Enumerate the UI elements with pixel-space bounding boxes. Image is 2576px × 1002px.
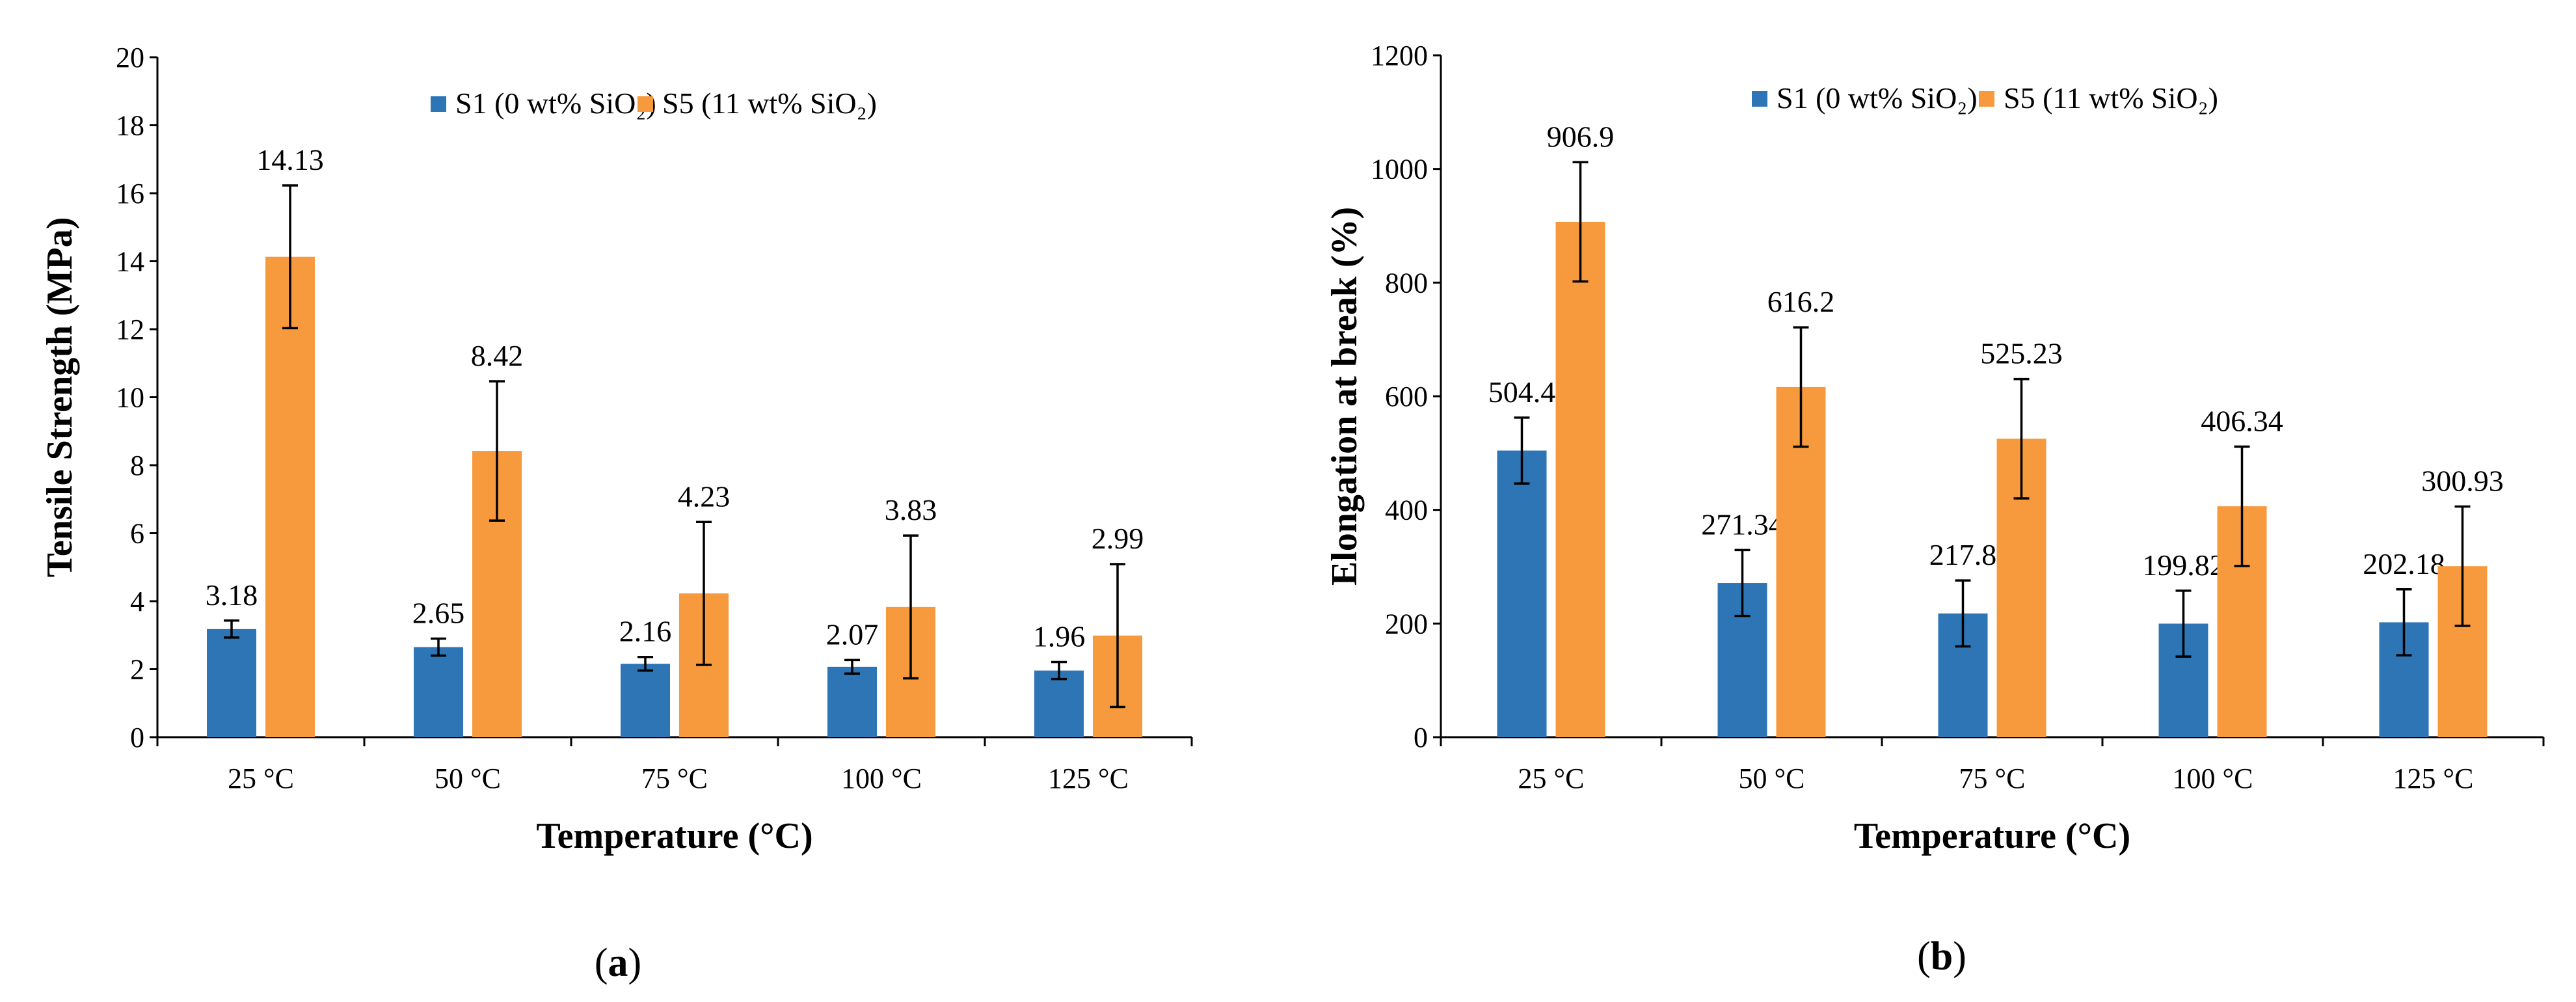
y-tick-label: 400 [1385,494,1428,526]
data-label-s1: 217.8 [1929,538,1997,571]
legend-label-s1: S1 (0 wt% SiO₂) [455,87,656,120]
x-tick-label: 125 °C [1048,763,1129,794]
y-tick-label: 200 [1385,608,1428,640]
data-label-s1: 2.65 [412,596,465,629]
data-label-s5: 906.9 [1547,120,1615,153]
data-label-s1: 199.82 [2142,548,2225,582]
x-tick-label: 50 °C [1739,763,1805,794]
data-label-s5: 406.34 [2201,404,2283,437]
legend-swatch-s5 [637,96,653,112]
legend-label-s5: S5 (11 wt% SiO₂) [2004,81,2218,115]
y-axis-title: Tensile Strength (MPa) [40,217,80,578]
data-label-s5: 525.23 [1980,337,2063,370]
x-tick-label: 100 °C [2173,763,2253,794]
y-tick-label: 1200 [1371,40,1428,72]
data-label-s1: 202.18 [2363,547,2445,580]
bar-s5 [1555,221,1605,737]
data-label-s1: 2.07 [826,617,879,651]
x-tick-label: 75 °C [1959,763,2026,794]
data-label-s1: 2.16 [619,615,672,648]
data-label-s5: 14.13 [256,143,324,176]
y-tick-label: 16 [116,178,144,210]
data-label-s5: 3.83 [885,493,937,526]
y-tick-label: 600 [1385,381,1428,413]
data-label-s5: 2.99 [1092,522,1144,555]
legend-swatch-s1 [1752,91,1767,107]
data-label-s1: 504.4 [1488,375,1556,409]
data-label-s5: 616.2 [1767,285,1835,318]
y-tick-label: 800 [1385,267,1428,299]
data-label-s5: 4.23 [678,480,731,513]
legend-swatch-s1 [431,96,446,112]
data-label-s5: 300.93 [2421,464,2504,497]
bar-s1 [827,666,877,737]
x-axis-title: Temperature (°C) [1854,816,2130,856]
legend-label-s1: S1 (0 wt% SiO₂) [1777,81,1978,115]
x-tick-label: 25 °C [228,763,294,794]
legend-swatch-s5 [1979,91,1994,107]
y-axis-title: Elongation at break (%) [1324,207,1365,586]
x-axis-title: Temperature (°C) [536,816,812,856]
data-label-s5: 8.42 [471,339,524,372]
bar-s1 [1497,450,1547,737]
bar-s5 [265,256,315,737]
y-tick-label: 0 [130,722,144,753]
bar-s1 [207,629,256,737]
x-tick-label: 75 °C [641,763,708,794]
y-tick-label: 4 [130,586,144,617]
data-label-s1: 3.18 [206,578,258,612]
y-tick-label: 2 [130,654,144,686]
y-tick-label: 14 [116,246,144,278]
y-tick-label: 1000 [1371,154,1428,185]
legend-label-s5: S5 (11 wt% SiO₂) [662,87,877,120]
x-tick-label: 100 °C [841,763,922,794]
y-tick-label: 8 [130,450,144,481]
bar-s1 [1034,670,1084,737]
bar-s1 [621,664,670,737]
x-tick-label: 50 °C [435,763,501,794]
bar-s1 [414,647,463,737]
y-tick-label: 6 [130,518,144,550]
x-tick-label: 125 °C [2393,763,2474,794]
y-tick-label: 10 [116,382,144,414]
data-label-s1: 271.34 [1701,508,1784,541]
panel-label: (a) [595,941,641,985]
x-tick-label: 25 °C [1518,763,1585,794]
chart-panel-b: 0 200 400 600 800 1000 1200 504.4 906.9 25 °C 271.… [1324,40,2545,979]
y-tick-label: 12 [116,314,144,345]
y-tick-label: 20 [116,42,144,74]
y-tick-label: 18 [116,110,144,142]
y-tick-label: 0 [1414,722,1428,753]
data-label-s1: 1.96 [1033,620,1086,653]
chart-panel-a: 0 2 4 6 8 10 12 14 16 18 20 3.18 14.13 25 °C 2.65 8.42 5… [40,42,1193,985]
panel-label: (b) [1917,934,1966,979]
